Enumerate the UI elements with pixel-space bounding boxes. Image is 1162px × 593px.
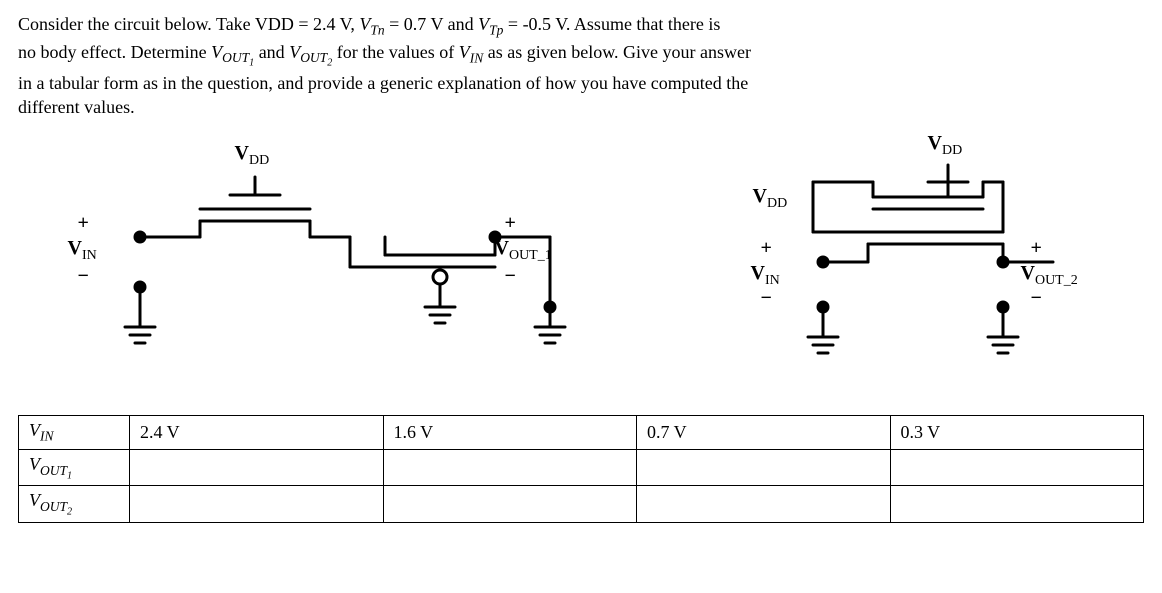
row-header-vout1: VOUT1 xyxy=(19,449,130,485)
vdd-label: VDD xyxy=(928,132,963,159)
vout2-label: VOUT_2 xyxy=(1021,262,1078,289)
empty-cell xyxy=(130,449,384,485)
vin-cell: 0.3 V xyxy=(890,416,1144,450)
minus-label: − xyxy=(505,265,516,288)
empty-cell xyxy=(130,486,384,522)
minus-label: − xyxy=(761,287,772,310)
vtp-symbol: V xyxy=(478,14,489,34)
vtn-sub: Tn xyxy=(370,23,384,38)
minus-label: − xyxy=(78,265,89,288)
empty-cell xyxy=(383,486,637,522)
vtn-value: 0.7 V xyxy=(404,14,443,34)
vtp-sub: Tp xyxy=(489,23,503,38)
empty-cell xyxy=(890,449,1144,485)
text: Consider the circuit below. Take VDD = xyxy=(18,14,313,34)
vout1-symbol: V xyxy=(211,42,222,62)
plus-label: + xyxy=(1031,237,1042,260)
plus-label: + xyxy=(761,237,772,260)
vout2-symbol: V xyxy=(289,42,300,62)
text: . Assume that there is xyxy=(566,14,720,34)
plus-label: + xyxy=(78,212,89,235)
results-table: VIN 2.4 V 1.6 V 0.7 V 0.3 V VOUT1 VOUT2 xyxy=(18,415,1144,522)
vin-label: VIN xyxy=(751,262,780,289)
vout2-sub: OUT xyxy=(300,50,327,65)
vout1-sub: OUT xyxy=(222,50,249,65)
text: different values. xyxy=(18,97,135,117)
row-header-vin: VIN xyxy=(19,416,130,450)
empty-cell xyxy=(637,486,891,522)
table-row-vout2: VOUT2 xyxy=(19,486,1144,522)
vout1-label: VOUT_1 xyxy=(495,237,552,264)
problem-statement: Consider the circuit below. Take VDD = 2… xyxy=(18,12,1144,119)
vin-sub: IN xyxy=(470,50,484,65)
vdd-value: 2.4 V xyxy=(313,14,350,34)
circuit-diagrams-row: VDD + VIN − + VOUT_1 − xyxy=(18,137,1144,397)
circuit-left: VDD + VIN − + VOUT_1 − xyxy=(50,137,610,397)
vtn-symbol: V xyxy=(359,14,370,34)
table-row-vout1: VOUT1 xyxy=(19,449,1144,485)
circuit-left-svg xyxy=(50,137,610,397)
circuit-right: VDD VDD + VIN − + VOUT_2 − xyxy=(673,137,1113,397)
text: = xyxy=(385,14,404,34)
text: in a tabular form as in the question, an… xyxy=(18,73,748,93)
empty-cell xyxy=(383,449,637,485)
empty-cell xyxy=(890,486,1144,522)
text: for the values of xyxy=(332,42,458,62)
empty-cell xyxy=(637,449,891,485)
vin-symbol: V xyxy=(459,42,470,62)
vin-cell: 1.6 V xyxy=(383,416,637,450)
minus-label: − xyxy=(1031,287,1042,310)
row-header-vout2: VOUT2 xyxy=(19,486,130,522)
plus-label: + xyxy=(505,212,516,235)
vin-label: VIN xyxy=(68,237,97,264)
table-row-vin: VIN 2.4 V 1.6 V 0.7 V 0.3 V xyxy=(19,416,1144,450)
text: , xyxy=(350,14,359,34)
text: = xyxy=(503,14,522,34)
vtp-value: -0.5 V xyxy=(523,14,566,34)
text: as as given below. Give your answer xyxy=(483,42,751,62)
vin-cell: 2.4 V xyxy=(130,416,384,450)
vdd-label: VDD xyxy=(753,185,788,212)
vin-cell: 0.7 V xyxy=(637,416,891,450)
text: no body effect. Determine xyxy=(18,42,211,62)
text: and xyxy=(254,42,289,62)
vdd-label: VDD xyxy=(235,142,270,169)
text: and xyxy=(443,14,478,34)
